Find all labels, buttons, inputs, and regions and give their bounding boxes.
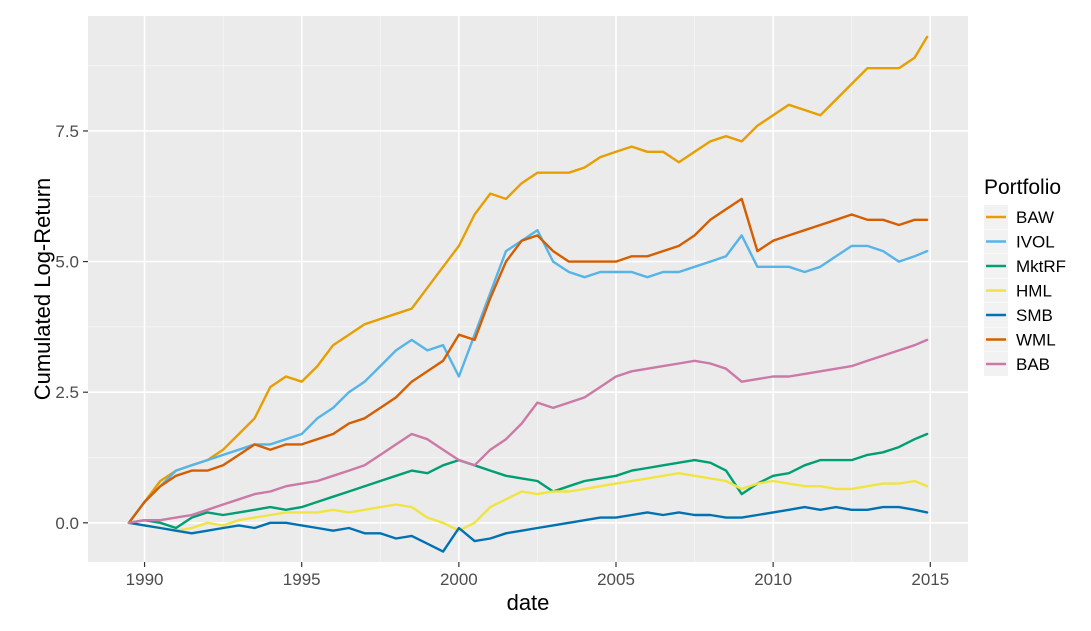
y-tick-label: 2.5 <box>55 383 79 402</box>
series-line-smb <box>127 505 929 553</box>
x-tick-label: 2005 <box>597 570 635 589</box>
legend-label-hml: HML <box>1016 282 1052 301</box>
x-tick-label: 1990 <box>126 570 164 589</box>
x-tick-label: 2010 <box>754 570 792 589</box>
series-line-mktrf <box>127 432 929 530</box>
legend: Portfolio BAW IVOL MktRF HML SMB WML BAB <box>984 176 1066 376</box>
y-tick-label: 0.0 <box>55 514 79 533</box>
legend-label-bab: BAB <box>1016 355 1050 374</box>
legend-label-mktrf: MktRF <box>1016 257 1066 276</box>
major-gridlines <box>88 16 968 562</box>
legend-label-baw: BAW <box>1016 208 1054 227</box>
series-line-ivol <box>127 229 929 524</box>
plot-panel <box>88 16 968 562</box>
legend-label-smb: SMB <box>1016 306 1053 325</box>
legend-label-ivol: IVOL <box>1016 233 1055 252</box>
series-line-hml <box>127 472 929 532</box>
series-lines <box>127 35 929 553</box>
y-axis-title: Cumulated Log-Return <box>30 178 55 401</box>
legend-title: Portfolio <box>984 176 1061 199</box>
legend-items: BAW IVOL MktRF HML SMB WML BAB <box>984 205 1066 376</box>
series-line-wml <box>127 197 929 524</box>
x-tick-label: 1995 <box>283 570 321 589</box>
x-axis-ticks: 1990 1995 2000 2005 2010 2015 <box>126 562 949 589</box>
legend-label-wml: WML <box>1016 331 1056 350</box>
series-line-baw <box>127 35 929 524</box>
x-tick-label: 2000 <box>440 570 478 589</box>
y-tick-label: 7.5 <box>55 122 79 141</box>
series-line-bab <box>127 338 929 524</box>
x-tick-label: 2015 <box>911 570 949 589</box>
y-tick-label: 5.0 <box>55 253 79 272</box>
y-axis-ticks: 0.0 2.5 5.0 7.5 <box>55 122 88 533</box>
x-axis-title: date <box>507 590 550 615</box>
